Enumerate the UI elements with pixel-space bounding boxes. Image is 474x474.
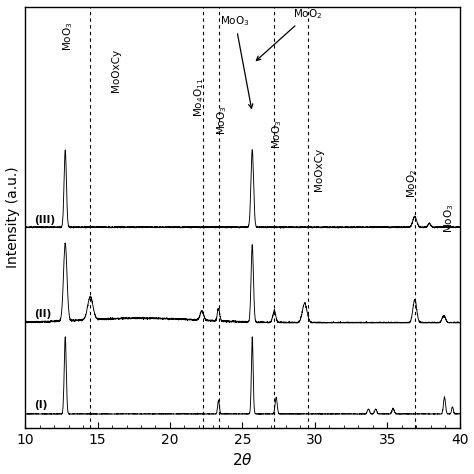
Text: (III): (III) (34, 215, 55, 225)
Text: MoO$_3$: MoO$_3$ (220, 14, 253, 108)
Text: MoOxCy: MoOxCy (314, 147, 324, 191)
Text: MoOxCy: MoOxCy (111, 49, 121, 92)
Text: MoO$_3$: MoO$_3$ (443, 203, 456, 233)
Text: MoO$_3$: MoO$_3$ (62, 21, 75, 51)
Text: (I): (I) (34, 401, 47, 410)
Y-axis label: Intensity (a.u.): Intensity (a.u.) (6, 167, 19, 268)
Text: Mo$_4$O$_{11}$: Mo$_4$O$_{11}$ (192, 77, 206, 117)
Text: MoO$_2$: MoO$_2$ (405, 169, 419, 198)
Text: (II): (II) (34, 310, 51, 319)
X-axis label: 2$\theta$: 2$\theta$ (232, 453, 253, 468)
Text: MoO$_3$: MoO$_3$ (215, 105, 229, 135)
Text: MoO$_2$: MoO$_2$ (256, 8, 322, 61)
Text: MoO$_3$: MoO$_3$ (270, 119, 284, 149)
